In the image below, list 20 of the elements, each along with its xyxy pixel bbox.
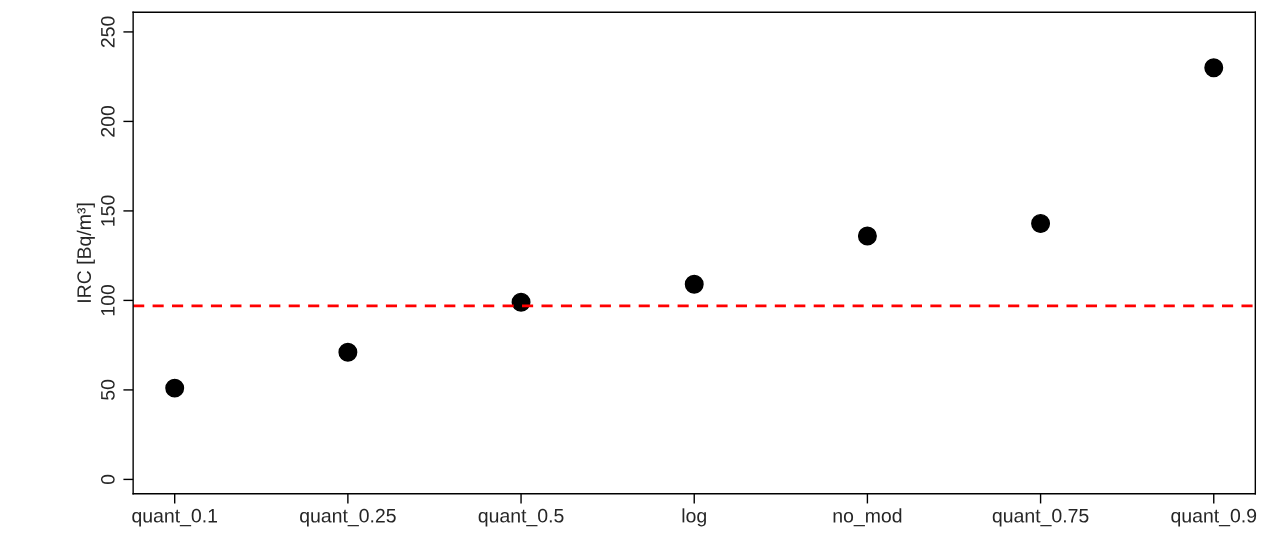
x-tick-label: quant_0.5 — [478, 508, 564, 527]
y-axis-title: IRC [Bq/m³] — [76, 203, 95, 302]
y-tick-label: 50 — [100, 379, 115, 400]
point — [684, 274, 704, 294]
x-tick-label: quant_0.25 — [300, 508, 396, 527]
point — [338, 342, 358, 362]
y-tick-label: 100 — [100, 284, 115, 316]
y-tick-label: 250 — [100, 16, 115, 48]
y-tick-label: 0 — [100, 474, 115, 485]
x-tick-label: no_mod — [833, 508, 902, 527]
x-tick-label: quant_0.75 — [992, 508, 1089, 527]
point — [857, 226, 877, 246]
x-tick-label: quant_0.9 — [1171, 508, 1257, 527]
point — [165, 378, 185, 398]
point — [1031, 213, 1051, 233]
y-tick-label: 200 — [100, 105, 115, 137]
x-tick-label: quant_0.1 — [132, 508, 218, 527]
x-tick-label: log — [682, 508, 706, 527]
y-tick-label: 150 — [100, 195, 115, 226]
point — [1204, 58, 1224, 78]
